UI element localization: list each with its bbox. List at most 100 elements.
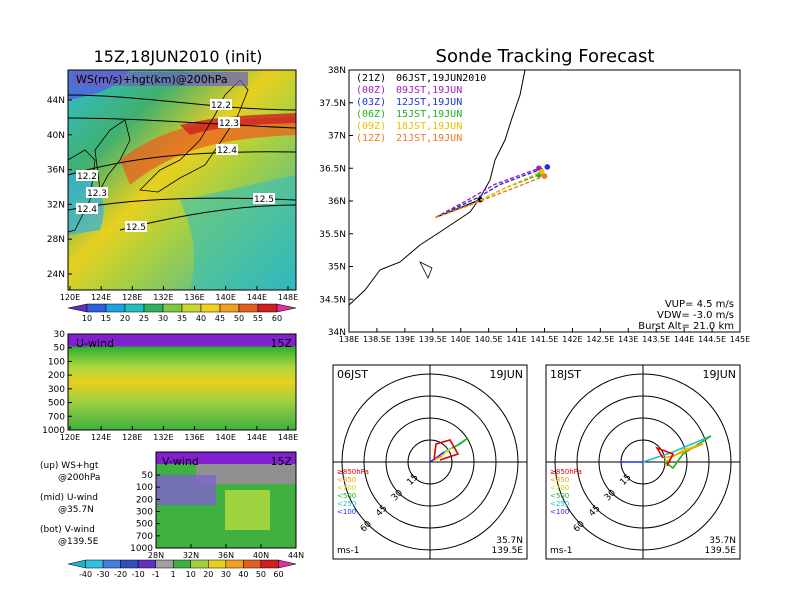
panel-legend: (up) WS+hgt @200hPa (mid) U-wind @35.7N … [40,461,100,547]
ws-lat-label: 32N [47,200,65,210]
hodo-unit: ms-1 [337,546,359,556]
hodo-trace [662,443,704,459]
u-wind-panel: U-wind 15Z 30 50 100 200 300 500 700 1000 120E 1… [42,330,298,442]
track-lat-label: 36N [328,197,346,207]
u-level-label: 300 [48,385,65,395]
hodo-time: 06JST [337,368,368,381]
track-lat-label: 34N [328,328,346,338]
burst-point [544,164,551,170]
ws-colorbar-label: 30 [158,314,168,323]
hodo-trace [433,439,460,461]
track-legend-text: 18JST,19JUN [396,121,462,132]
track-lon-label: 140.5E [475,335,503,344]
track-lat-label: 36.5N [319,164,346,174]
ws-map-panel: 12.2 12.3 12.4 12.2 12.3 12.4 12.5 12.5 … [47,69,298,302]
track-line [435,166,548,219]
ws-lon-label: 140E [216,293,236,302]
hodo-level-label: <100 [337,508,356,516]
ws-colorbar-swatch [181,303,202,313]
ws-lon-label: 128E [122,293,142,302]
track-line [435,175,545,219]
track-lon-label: 139E [395,335,415,344]
legend-line: @200hPa [58,473,100,483]
ws-lon-label: 120E [60,293,80,302]
v-level-label: 200 [136,495,153,505]
legend-line: (mid) U-wind [40,493,98,503]
v-level-label: 50 [142,471,154,481]
wind-colorbar-swatch [172,559,192,569]
track-lat-label: 34.5N [319,295,346,305]
contour-label: 12.5 [126,223,146,233]
wind-colorbar-swatch [225,559,244,569]
ws-colorbar-swatch [219,303,240,313]
wind-colorbar-label: 10 [186,570,196,579]
wind-colorbar-label: -40 [79,570,92,579]
burst-param: Burst Alt= 21.0 km [638,321,734,332]
wind-colorbar-label: 60 [273,570,283,579]
hodo-trace [642,435,712,463]
wind-colorbar-swatch [137,559,156,569]
ws-colorbar: 10 15 20 25 30 35 40 45 50 55 60 [67,303,297,323]
wind-colorbar: -40 -30 -20 -10 -1 1 10 20 30 40 50 60 [67,559,297,579]
v-level-label: 300 [136,508,153,518]
jet-core [120,118,296,185]
wind-colorbar-label: -20 [114,570,127,579]
ws-colorbar-swatch [105,303,126,313]
contour-label: 12.3 [219,119,239,129]
hodo-level-label: <850 [337,476,356,484]
ws-colorbar-label: 50 [234,314,244,323]
u-level-label: 500 [48,399,65,409]
u-lon-label: 144E [247,433,267,442]
ws-panel-label: WS(m/s)+hgt(km)@200hPa [76,73,228,86]
ws-colorbar-label: 60 [272,314,282,323]
contour-line [67,117,297,129]
v-lat-label: 32N [183,551,199,560]
u-level-label: 700 [48,412,65,422]
track-legend-text: 06JST,19JUN2010 [396,73,486,84]
coastline [348,69,526,306]
track-legend-text: 12JST,19JUN [396,97,462,108]
u-wind-frame [67,333,297,431]
track-legend-code: (03Z) [356,97,386,108]
ws-colorbar-swatch [257,303,278,313]
track-lat-label: 35.5N [319,230,346,240]
right-title: Sonde Tracking Forecast [436,46,655,67]
ws-colorbar-label: 20 [120,314,130,323]
wind-colorbar-swatch [190,559,209,569]
low-wind-sw [68,170,104,235]
ws-colorbar-swatch [276,303,297,313]
u-level-label: 200 [48,371,65,381]
hodo-lon: 139.5E [492,546,524,556]
track-legend: (21Z) 06JST,19JUN2010 (00Z) 09JST,19JUN (03Z… [356,73,486,144]
wind-colorbar-swatch [278,559,297,569]
contour-line [67,94,297,111]
hodo-level-label: <500 [337,492,356,500]
track-legend-code: (21Z) [356,73,386,84]
track-lat-label: 38N [328,66,346,76]
ws-colorbar-swatch [162,303,183,313]
hodo-level-label: <700 [337,484,356,492]
v-level-label: 700 [136,532,153,542]
legend-line: @139.5E [58,537,99,547]
ws-lat-label: 44N [47,96,65,106]
ws-lat-label: 40N [47,131,65,141]
track-lon-label: 139.5E [419,335,447,344]
v-level-label: 100 [136,483,153,493]
track-lon-label: 142E [562,335,582,344]
u-level-label: 30 [54,330,66,340]
wind-colorbar-label: 1 [171,570,176,579]
hodo-time: 18JST [550,368,581,381]
wind-colorbar-swatch [155,559,174,569]
track-frame [348,69,741,333]
hodo-level-label: ≥850hPa [550,468,582,476]
peninsula [419,261,433,279]
wind-colorbar-swatch [260,559,279,569]
hodo-level-label: <700 [550,484,569,492]
wind-colorbar-label: 40 [238,570,248,579]
track-legend-text: 09JST,19JUN [396,85,462,96]
ws-colorbar-label: 55 [253,314,263,323]
u-lon-label: 124E [91,433,111,442]
ws-colorbar-label: 35 [177,314,187,323]
